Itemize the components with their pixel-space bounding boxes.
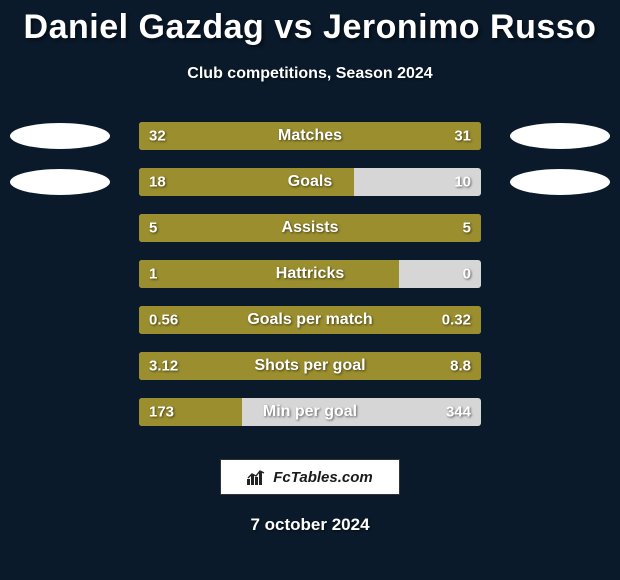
stat-bar: 32 Matches 31 — [139, 122, 481, 150]
stat-label: Matches — [278, 127, 342, 145]
stat-row: 1 Hattricks 0 — [0, 251, 620, 297]
stat-row: 3.12 Shots per goal 8.8 — [0, 343, 620, 389]
subtitle: Club competitions, Season 2024 — [0, 65, 620, 83]
stat-value-right: 344 — [446, 404, 471, 421]
stat-value-right: 31 — [454, 128, 471, 145]
page-title: Daniel Gazdag vs Jeronimo Russo — [0, 0, 620, 47]
branding-icon — [247, 469, 267, 485]
stat-value-right: 10 — [454, 174, 471, 191]
stat-label: Hattricks — [276, 265, 344, 283]
stat-bar-fill — [139, 260, 399, 288]
stat-value-left: 1 — [149, 266, 157, 283]
stat-row: 5 Assists 5 — [0, 205, 620, 251]
stat-value-left: 18 — [149, 174, 166, 191]
date-label: 7 october 2024 — [0, 515, 620, 535]
stat-bar: 0.56 Goals per match 0.32 — [139, 306, 481, 334]
stat-bar: 3.12 Shots per goal 8.8 — [139, 352, 481, 380]
stat-value-left: 0.56 — [149, 312, 178, 329]
stat-bar: 5 Assists 5 — [139, 214, 481, 242]
player-ellipse-right — [510, 169, 610, 195]
stat-bar: 18 Goals 10 — [139, 168, 481, 196]
stat-label: Goals per match — [247, 311, 372, 329]
stat-value-left: 5 — [149, 220, 157, 237]
stat-value-right: 5 — [463, 220, 471, 237]
player-ellipse-right — [510, 123, 610, 149]
stat-row: 32 Matches 31 — [0, 113, 620, 159]
stat-label: Assists — [282, 219, 339, 237]
stat-bar: 173 Min per goal 344 — [139, 398, 481, 426]
stat-label: Goals — [288, 173, 332, 191]
stat-value-left: 32 — [149, 128, 166, 145]
stat-rows: 32 Matches 31 18 Goals 10 5 Assists 5 1 Hattricks 0… — [0, 113, 620, 435]
player-ellipse-left — [10, 123, 110, 149]
stat-bar: 1 Hattricks 0 — [139, 260, 481, 288]
stat-value-left: 3.12 — [149, 358, 178, 375]
branding-text: FcTables.com — [273, 469, 372, 486]
player-ellipse-left — [10, 169, 110, 195]
stat-label: Min per goal — [263, 403, 357, 421]
stat-row: 18 Goals 10 — [0, 159, 620, 205]
stat-row: 173 Min per goal 344 — [0, 389, 620, 435]
branding-badge: FcTables.com — [220, 459, 400, 495]
stat-value-left: 173 — [149, 404, 174, 421]
stat-value-right: 0.32 — [442, 312, 471, 329]
stat-value-right: 8.8 — [450, 358, 471, 375]
stat-label: Shots per goal — [254, 357, 365, 375]
stat-value-right: 0 — [463, 266, 471, 283]
stat-row: 0.56 Goals per match 0.32 — [0, 297, 620, 343]
